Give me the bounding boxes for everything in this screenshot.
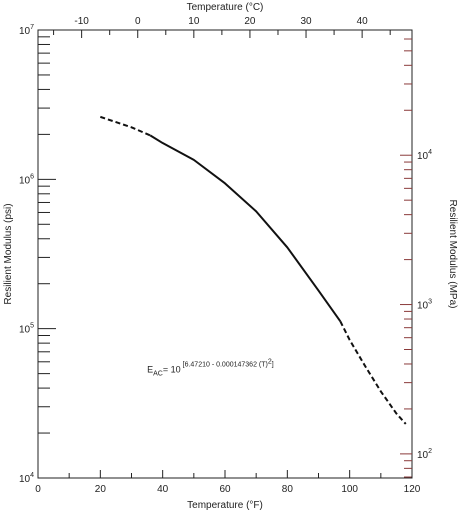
series-line-dashed [339, 320, 407, 425]
top-tick-label: 40 [357, 16, 369, 27]
bottom-tick-label: 60 [219, 484, 231, 495]
right-tick-label: 102 [417, 448, 432, 461]
y-axis-left-title: Resilient Modulus (psi) [3, 203, 14, 304]
right-tick-label: 104 [417, 149, 432, 162]
top-tick-label: 10 [188, 16, 200, 27]
right-tick-label: 103 [417, 299, 432, 312]
equation-exponent-power: 2 [268, 358, 272, 365]
right-minor-ticks [400, 38, 412, 478]
right-tick-labels: 102 103 104 [417, 149, 432, 461]
equation-equals: = 10 [163, 364, 181, 374]
bottom-tick-label: 120 [404, 484, 421, 495]
top-tick-label: 30 [300, 16, 312, 27]
equation-exponent-close: ] [272, 361, 274, 368]
equation-subscript: AC [153, 370, 163, 377]
left-tick-label: 106 [19, 173, 34, 186]
series-group [100, 115, 407, 425]
left-tick-label: 104 [19, 472, 34, 485]
bottom-tick-label: 20 [95, 484, 107, 495]
series-line-dashed [100, 115, 151, 137]
equation-main: E [147, 364, 153, 374]
plot-frame [37, 29, 413, 479]
equation-annotation: EAC= 10 [6.47210 - 0.000147362 (T)2] [147, 358, 274, 377]
left-minor-ticks [38, 36, 56, 479]
equation-exponent: [6.47210 - 0.000147362 (T) [183, 361, 268, 368]
bottom-tick-labels: 0 20 40 60 80 100 120 [35, 484, 421, 495]
left-tick-label: 105 [19, 323, 34, 336]
y-axis-right-title: Resilient Modulus (MPa) [447, 200, 458, 309]
top-tick-labels: -10 0 10 20 30 40 [74, 16, 368, 27]
top-tick-label: 0 [135, 16, 141, 27]
top-ticks [53, 30, 391, 38]
left-tick-label: 107 [19, 24, 34, 37]
bottom-tick-label: 0 [35, 484, 41, 495]
top-tick-label: -10 [74, 16, 89, 27]
left-tick-labels: 104 105 106 107 [19, 24, 34, 485]
series-line-solid [149, 134, 342, 322]
x-axis-top-title: Temperature (°C) [187, 2, 264, 13]
top-tick-label: 20 [244, 16, 256, 27]
bottom-tick-label: 80 [282, 484, 294, 495]
bottom-tick-label: 100 [341, 484, 358, 495]
bottom-ticks [37, 470, 413, 478]
x-axis-bottom-title: Temperature (°F) [187, 500, 263, 511]
bottom-tick-label: 40 [157, 484, 169, 495]
